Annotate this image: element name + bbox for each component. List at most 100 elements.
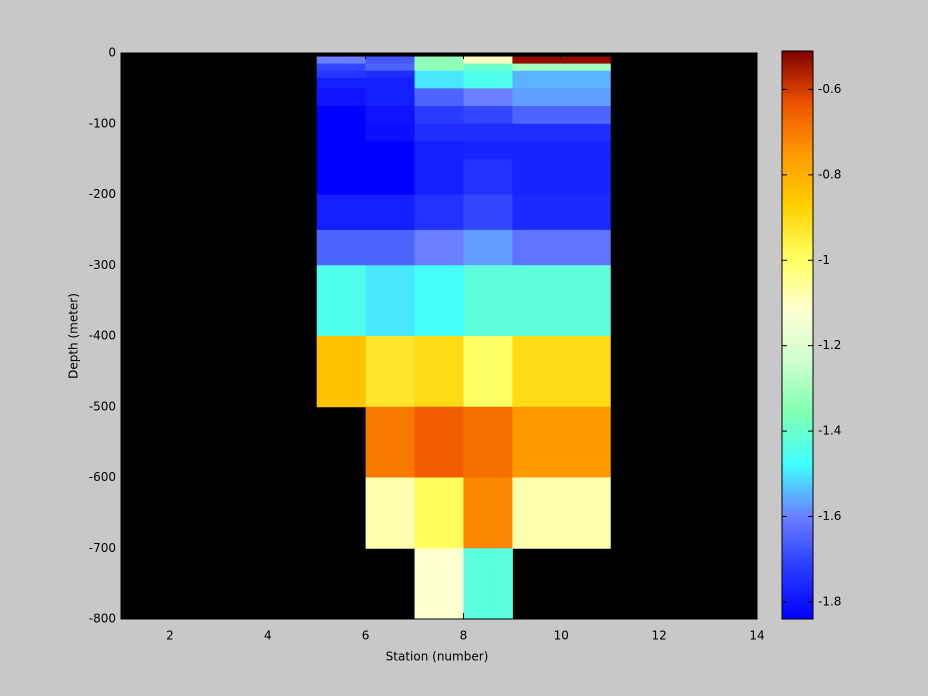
heat-cell xyxy=(512,77,611,89)
heat-cell xyxy=(316,194,367,231)
heat-cell xyxy=(463,106,513,125)
heat-cell xyxy=(463,548,513,620)
heat-cell xyxy=(414,141,464,160)
x-tick-label: 14 xyxy=(749,629,764,643)
heat-cell xyxy=(365,194,416,231)
heat-cell xyxy=(316,336,367,408)
colorbar-tick-label: -1.8 xyxy=(818,594,841,608)
colorbar-tick-label: -1.6 xyxy=(818,509,841,523)
heat-cell xyxy=(316,56,367,65)
heat-cell xyxy=(414,123,464,142)
colorbar-tick-label: -1.4 xyxy=(818,424,841,438)
heat-cell xyxy=(512,229,611,266)
heat-cell xyxy=(365,56,416,65)
heat-cell xyxy=(365,336,416,408)
heat-cell xyxy=(512,88,611,107)
heat-cell xyxy=(316,63,367,72)
heat-cell xyxy=(365,88,416,107)
heat-cell xyxy=(316,77,367,89)
x-tick-label: 6 xyxy=(362,629,370,643)
heat-cell xyxy=(463,336,513,408)
heat-cell xyxy=(365,141,416,160)
heat-cell xyxy=(414,56,464,65)
heat-cell xyxy=(316,265,367,337)
heat-cell xyxy=(414,88,464,107)
y-tick-label: -500 xyxy=(89,399,116,413)
plot-frame xyxy=(120,52,758,620)
heat-cell xyxy=(463,56,513,65)
heat-cell xyxy=(512,123,611,142)
heat-cell xyxy=(414,477,464,549)
x-axis-label: Station (number) xyxy=(386,650,489,664)
heat-cell xyxy=(463,406,513,478)
heat-cell xyxy=(463,63,513,72)
heat-cell xyxy=(512,265,611,337)
heat-cell xyxy=(414,194,464,231)
y-axis-label: Depth (meter) xyxy=(67,293,81,379)
heat-cell xyxy=(414,77,464,89)
heat-cell xyxy=(512,477,611,549)
y-tick-label: -200 xyxy=(89,187,116,201)
heat-cell xyxy=(316,70,367,79)
heat-cell xyxy=(414,159,464,195)
colorbar-tick-label: -0.6 xyxy=(818,82,841,96)
heat-cell xyxy=(365,70,416,79)
heat-cell xyxy=(414,406,464,478)
heat-cell xyxy=(365,77,416,89)
x-tick-label: 2 xyxy=(166,629,174,643)
y-tick-label: 0 xyxy=(108,46,116,60)
heat-cell xyxy=(365,265,416,337)
heat-cell xyxy=(463,141,513,160)
colorbar xyxy=(781,50,814,620)
heat-cell xyxy=(463,477,513,549)
heat-cell xyxy=(365,159,416,195)
heat-cell xyxy=(414,265,464,337)
colorbar-tick-label: -1.2 xyxy=(818,338,841,352)
heat-cell xyxy=(512,141,611,160)
heat-cell xyxy=(316,88,367,107)
heat-cell xyxy=(463,88,513,107)
heat-cell xyxy=(512,56,611,65)
heat-cell xyxy=(365,229,416,266)
y-tick-label: -300 xyxy=(89,258,116,272)
heat-cell xyxy=(512,106,611,125)
x-tick-label: 4 xyxy=(264,629,272,643)
heat-cell xyxy=(414,70,464,79)
x-tick-label: 8 xyxy=(460,629,468,643)
heat-cell xyxy=(316,229,367,266)
heat-cell xyxy=(414,63,464,72)
heat-cell xyxy=(512,406,611,478)
heat-cell xyxy=(463,123,513,142)
heat-cell xyxy=(512,63,611,72)
heat-cell xyxy=(316,159,367,195)
heat-cell xyxy=(414,336,464,408)
heat-cell xyxy=(463,194,513,231)
heat-cell xyxy=(365,123,416,142)
colorbar-tick-label: -0.8 xyxy=(818,167,841,181)
heat-cell xyxy=(512,194,611,231)
heat-cell xyxy=(414,229,464,266)
heat-cell xyxy=(512,159,611,195)
heat-cell xyxy=(365,63,416,72)
heat-cell xyxy=(512,336,611,408)
x-tick-label: 12 xyxy=(652,629,667,643)
heat-cell xyxy=(414,106,464,125)
y-tick-label: -800 xyxy=(89,612,116,626)
heat-cell xyxy=(316,141,367,160)
y-tick-label: -700 xyxy=(89,541,116,555)
heat-cell xyxy=(463,265,513,337)
heat-cell xyxy=(365,477,416,549)
colorbar-tick-label: -1 xyxy=(818,253,830,267)
y-tick-label: -400 xyxy=(89,329,116,343)
heat-cell xyxy=(463,77,513,89)
heat-cell xyxy=(463,229,513,266)
heat-cell xyxy=(463,159,513,195)
heat-cell xyxy=(365,106,416,125)
heat-cell xyxy=(512,70,611,79)
heat-cell xyxy=(463,70,513,79)
y-tick-label: -100 xyxy=(89,116,116,130)
heat-cell xyxy=(316,123,367,142)
heat-cell xyxy=(316,106,367,125)
y-tick-label: -600 xyxy=(89,470,116,484)
